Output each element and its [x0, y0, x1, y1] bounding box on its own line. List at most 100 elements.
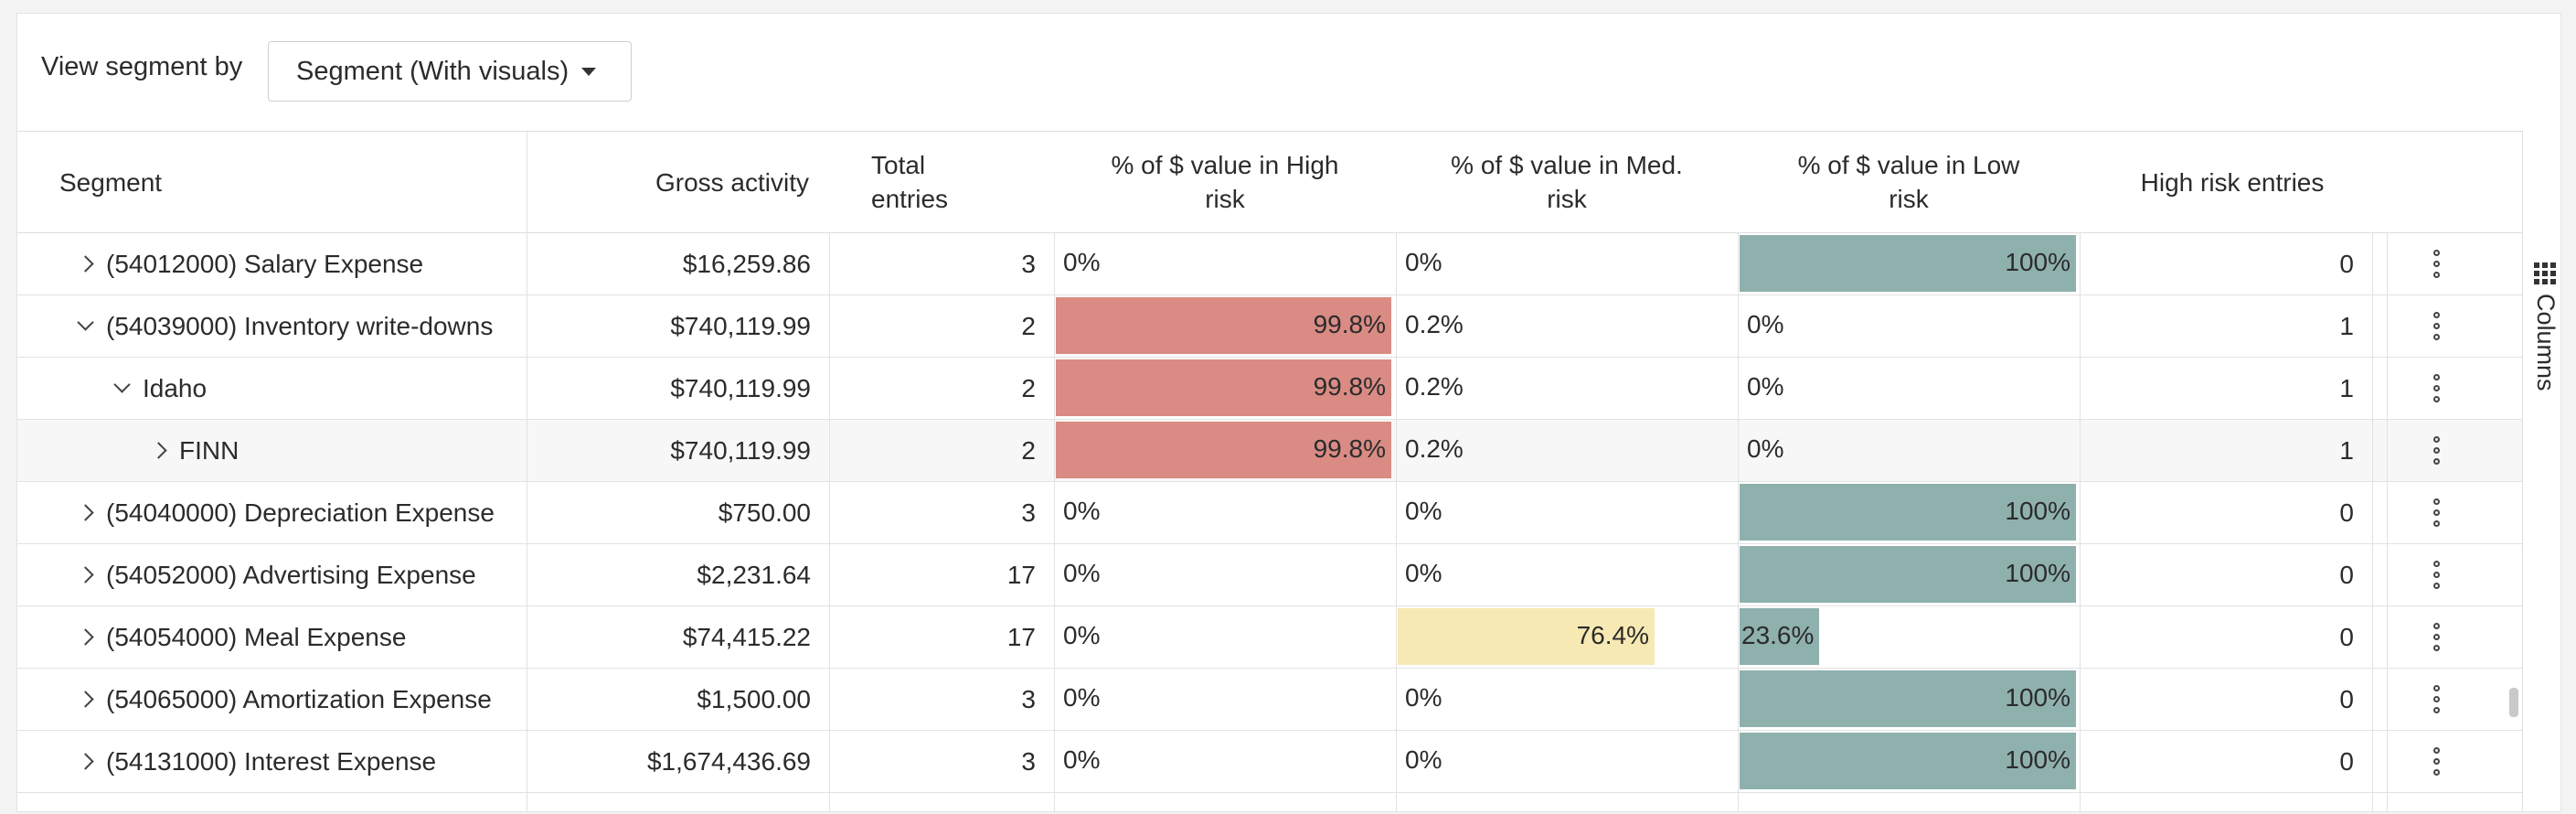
med-risk-pct-value: 0.2%	[1405, 372, 1464, 401]
caret-down-icon	[581, 67, 597, 76]
row-menu-icon[interactable]	[2409, 669, 2464, 730]
segment-view-dropdown[interactable]: Segment (With visuals)	[268, 41, 632, 102]
segment-label: (54052000) Advertising Expense	[106, 560, 476, 589]
view-segment-label: View segment by	[41, 52, 243, 81]
table-row[interactable]: (54054000) Meal Expense $74,415.22 17 0% 76.…	[17, 606, 2522, 669]
segment-label: (54065000) Amortization Expense	[106, 684, 492, 713]
col-header-gross-activity[interactable]: Gross activity	[655, 167, 809, 197]
columns-label: Columns	[2532, 294, 2560, 391]
med-risk-pct: 0%	[1396, 233, 1738, 295]
med-risk-pct: 0%	[1396, 731, 1738, 792]
low-risk-pct: 23.6%	[1738, 606, 2080, 668]
gross-activity-cell: $1,500.00	[697, 684, 811, 713]
high-risk-pct: 99.8%	[1054, 358, 1396, 419]
segment-cell: (54052000) Advertising Expense	[17, 544, 527, 605]
high-risk-entries-cell: 1	[2339, 311, 2354, 340]
med-risk-pct: 0%	[1396, 669, 1738, 730]
high-risk-pct-bar	[1056, 359, 1391, 416]
total-entries-cell: 3	[1021, 746, 1036, 776]
high-risk-pct: 0%	[1054, 544, 1396, 605]
table-row[interactable]: (54039000) Inventory write-downs $740,119…	[17, 295, 2522, 358]
chevron-right-icon[interactable]	[77, 255, 94, 273]
col-header-total-entries[interactable]: Total entries	[871, 151, 949, 213]
table-row[interactable]: (54065000) Amortization Expense $1,500.00…	[17, 669, 2522, 731]
med-risk-pct-value: 0.2%	[1405, 434, 1464, 463]
low-risk-pct: 100%	[1738, 544, 2080, 605]
med-risk-pct: 0.2%	[1396, 295, 1738, 357]
table-row[interactable]: FINN $740,119.99 2 99.8% 0.2% 0% 1	[17, 420, 2522, 482]
low-risk-pct: 100%	[1738, 233, 2080, 295]
high-risk-pct-value: 99.8%	[1313, 310, 1386, 338]
high-risk-pct-value: 99.8%	[1313, 372, 1386, 401]
high-risk-entries-cell: 1	[2339, 435, 2354, 465]
columns-side-panel[interactable]: Columns	[2522, 131, 2560, 811]
high-risk-pct: 0%	[1054, 731, 1396, 792]
chevron-right-icon[interactable]	[77, 566, 94, 584]
segment-cell: (54131000) Interest Expense	[17, 731, 527, 792]
low-risk-pct: 0%	[1738, 420, 2080, 481]
row-menu-icon[interactable]	[2409, 420, 2464, 481]
segment-label: (54054000) Meal Expense	[106, 622, 407, 651]
table-row[interactable]: Idaho $740,119.99 2 99.8% 0.2% 0% 1	[17, 358, 2522, 420]
med-risk-pct: 0%	[1396, 544, 1738, 605]
chevron-right-icon[interactable]	[77, 753, 94, 770]
table-row[interactable]: (54040000) Depreciation Expense $750.00 3 0…	[17, 482, 2522, 544]
vertical-scrollbar[interactable]	[2509, 688, 2518, 717]
row-menu-icon[interactable]	[2409, 358, 2464, 419]
low-risk-pct-value: 0%	[1747, 372, 1784, 401]
col-header-low-risk[interactable]: % of $ value in Low risk	[1797, 151, 2020, 213]
row-menu-icon[interactable]	[2409, 233, 2464, 295]
chevron-right-icon[interactable]	[77, 504, 94, 521]
row-menu-icon[interactable]	[2409, 544, 2464, 605]
low-risk-pct-value: 23.6%	[1741, 621, 1815, 649]
divider	[1054, 232, 1055, 811]
chevron-right-icon[interactable]	[150, 442, 167, 459]
col-header-high-risk-entries[interactable]: High risk entries	[2140, 167, 2325, 197]
high-risk-pct: 0%	[1054, 233, 1396, 295]
segment-cell: Idaho	[17, 358, 527, 419]
high-risk-pct: 99.8%	[1054, 420, 1396, 481]
med-risk-pct-bar	[1398, 608, 1655, 665]
gross-activity-cell: $740,119.99	[670, 373, 811, 402]
med-risk-pct: 0%	[1396, 482, 1738, 543]
low-risk-pct-value: 100%	[2005, 497, 2070, 525]
med-risk-pct-value: 0%	[1405, 497, 1442, 525]
chevron-right-icon[interactable]	[77, 691, 94, 708]
col-header-med-risk[interactable]: % of $ value in Med. risk	[1451, 151, 1683, 213]
high-risk-pct-value: 0%	[1063, 559, 1101, 587]
divider	[1396, 232, 1397, 811]
high-risk-pct-value: 0%	[1063, 683, 1101, 712]
col-header-high-risk[interactable]: % of $ value in High risk	[1111, 151, 1339, 213]
high-risk-entries-cell: 0	[2339, 622, 2354, 651]
segment-label: (54039000) Inventory write-downs	[106, 311, 494, 340]
total-entries-cell: 2	[1021, 373, 1036, 402]
high-risk-pct-value: 0%	[1063, 497, 1101, 525]
segment-cell: (54065000) Amortization Expense	[17, 669, 527, 730]
med-risk-pct: 0.2%	[1396, 420, 1738, 481]
row-menu-icon[interactable]	[2409, 606, 2464, 668]
divider	[2372, 232, 2373, 811]
high-risk-pct-value: 0%	[1063, 621, 1101, 649]
low-risk-pct-value: 0%	[1747, 434, 1784, 463]
high-risk-entries-cell: 0	[2339, 746, 2354, 776]
row-menu-icon[interactable]	[2409, 731, 2464, 792]
row-menu-icon[interactable]	[2409, 482, 2464, 543]
gross-activity-cell: $2,231.64	[697, 560, 811, 589]
med-risk-pct: 0.2%	[1396, 358, 1738, 419]
table-row[interactable]: (54131000) Interest Expense $1,674,436.69…	[17, 731, 2522, 793]
chevron-right-icon[interactable]	[77, 628, 94, 646]
low-risk-pct: 100%	[1738, 669, 2080, 730]
col-header-segment[interactable]: Segment	[59, 167, 163, 197]
chevron-down-icon[interactable]	[113, 376, 131, 393]
total-entries-cell: 3	[1021, 249, 1036, 278]
table-row[interactable]: (54052000) Advertising Expense $2,231.64 1…	[17, 544, 2522, 606]
high-risk-pct-bar	[1056, 297, 1391, 354]
low-risk-pct-value: 100%	[2005, 683, 2070, 712]
high-risk-pct-value: 99.8%	[1313, 434, 1386, 463]
high-risk-pct: 0%	[1054, 482, 1396, 543]
total-entries-cell: 3	[1021, 684, 1036, 713]
segment-label: (54040000) Depreciation Expense	[106, 498, 495, 527]
chevron-down-icon[interactable]	[77, 314, 94, 331]
table-row[interactable]: (54012000) Salary Expense $16,259.86 3 0% 0%…	[17, 233, 2522, 295]
row-menu-icon[interactable]	[2409, 295, 2464, 357]
